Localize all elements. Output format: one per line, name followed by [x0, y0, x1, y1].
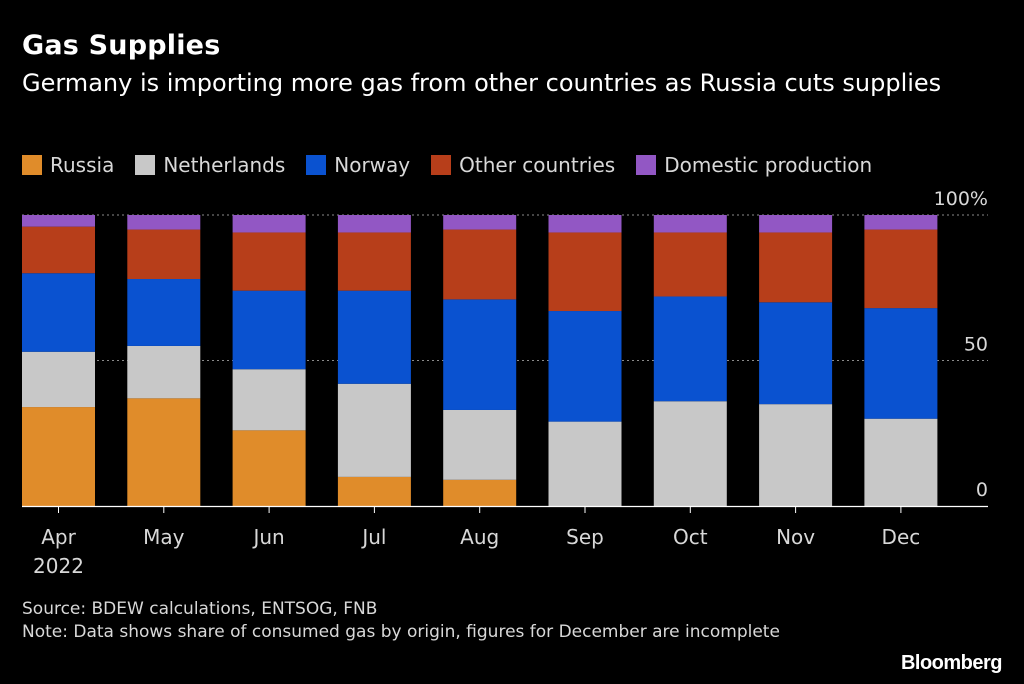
x-tick-label-aug: Aug [460, 525, 499, 549]
legend: Russia Netherlands Norway Other countrie… [22, 152, 893, 178]
bar-segment-norway-dec [864, 308, 938, 419]
bar-segment-domestic-production-aug [443, 215, 517, 230]
x-tick-label-dec: Dec [882, 525, 921, 549]
y-tick-label-50: 50 [964, 334, 988, 356]
x-tick-label-may: May [143, 525, 185, 549]
chart-title: Gas Supplies [22, 30, 221, 61]
legend-label-netherlands: Netherlands [163, 153, 286, 177]
x-tick-sublabel-apr: 2022 [33, 554, 84, 578]
stacked-bar-chart: Apr 2022 May Jun Jul Aug Sep Oct Nov Dec 0 50 100% [22, 188, 988, 578]
legend-swatch-norway [306, 155, 327, 175]
data-note: Note: Data shows share of consumed gas b… [22, 622, 780, 642]
bar-segment-russia-may [127, 398, 201, 506]
bar-segment-other-countries-aug [443, 229, 517, 300]
bar-segment-other-countries-jun [232, 232, 306, 291]
x-tick-label-jun: Jun [251, 525, 284, 549]
x-tick-label-apr: Apr [41, 525, 76, 549]
legend-item-domestic-production: Domestic production [636, 153, 872, 177]
bar-segment-other-countries-dec [864, 229, 938, 309]
bar-segment-other-countries-oct [653, 232, 727, 297]
x-tick-label-sep: Sep [566, 525, 604, 549]
bar-segment-russia-jun [232, 430, 306, 506]
legend-label-russia: Russia [50, 153, 115, 177]
bar-segment-netherlands-may [127, 345, 201, 399]
legend-item-norway: Norway [306, 153, 410, 177]
legend-swatch-domestic-production [636, 155, 657, 175]
bloomberg-logo: Bloomberg [900, 652, 1003, 674]
y-tick-label-0: 0 [976, 479, 988, 501]
legend-label-domestic-production: Domestic production [664, 153, 873, 177]
bar-segment-other-countries-jul [337, 232, 411, 291]
legend-swatch-netherlands [135, 155, 156, 175]
bar-segment-other-countries-nov [759, 232, 833, 303]
bar-segment-netherlands-jul [337, 383, 411, 477]
legend-item-netherlands: Netherlands [135, 153, 285, 177]
y-tick-label-100: 100% [934, 188, 988, 210]
legend-label-norway: Norway [334, 153, 411, 177]
bar-segment-norway-oct [653, 296, 727, 402]
bar-segment-domestic-production-oct [653, 215, 727, 233]
bar-segment-domestic-production-dec [864, 215, 938, 230]
legend-item-russia: Russia [22, 153, 114, 177]
bar-segment-other-countries-sep [548, 232, 622, 312]
bar-segment-russia-apr [22, 407, 95, 506]
bar-segment-domestic-production-may [127, 215, 201, 230]
source-note: Source: BDEW calculations, ENTSOG, FNB [22, 599, 378, 619]
x-tick-label-oct: Oct [673, 525, 708, 549]
bar-segment-netherlands-aug [443, 409, 517, 480]
legend-swatch-russia [22, 155, 42, 175]
legend-label-other-countries: Other countries [459, 153, 616, 177]
chart-subtitle: Germany is importing more gas from other… [22, 69, 942, 97]
bar-segment-domestic-production-jul [337, 215, 411, 233]
bar-segment-netherlands-sep [548, 421, 622, 506]
bar-segment-netherlands-dec [864, 418, 938, 506]
bar-segment-russia-jul [337, 476, 411, 506]
legend-item-other-countries: Other countries [431, 153, 615, 177]
bar-segment-norway-aug [443, 299, 517, 410]
bar-segment-norway-nov [759, 302, 833, 405]
bar-segment-other-countries-may [127, 229, 201, 280]
bar-segment-netherlands-oct [653, 401, 727, 506]
chart-footer: Source: BDEW calculations, ENTSOG, FNB N… [22, 598, 822, 644]
bar-segment-domestic-production-jun [232, 215, 306, 233]
bar-segment-norway-jun [232, 290, 306, 370]
bar-segment-norway-jul [337, 290, 411, 384]
bar-segment-other-countries-apr [22, 226, 95, 274]
x-tick-label-nov: Nov [776, 525, 815, 549]
bar-segment-netherlands-jun [232, 369, 306, 431]
bar-segment-netherlands-nov [759, 404, 833, 506]
bar-segment-norway-apr [22, 273, 95, 352]
bar-segment-domestic-production-sep [548, 215, 622, 233]
legend-swatch-other-countries [431, 155, 452, 175]
bar-segment-netherlands-apr [22, 351, 95, 408]
bar-segment-russia-aug [443, 479, 517, 506]
bar-segment-norway-sep [548, 311, 622, 422]
x-tick-label-jul: Jul [360, 525, 386, 549]
bar-segment-domestic-production-nov [759, 215, 833, 233]
bar-segment-domestic-production-apr [22, 215, 95, 227]
bar-segment-norway-may [127, 279, 201, 346]
